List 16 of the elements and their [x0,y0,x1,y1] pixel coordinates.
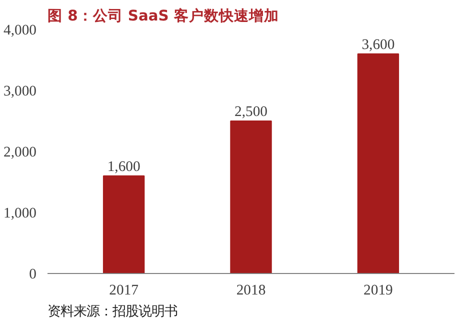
chart-title: 图 8：公司 SaaS 客户数快速增加 [48,6,279,24]
bar [102,175,145,274]
y-tick-label: 1,000 [4,206,37,222]
x-tick-label: 2019 [364,282,393,298]
data-label: 3,600 [362,36,395,53]
y-tick-label: 0 [29,266,36,282]
bar [357,53,400,274]
bar [230,120,272,274]
y-tick-label: 2,000 [4,144,37,160]
data-label: 1,600 [107,158,140,175]
data-label: 2,500 [234,104,268,120]
y-tick-label: 4,000 [4,22,37,38]
x-tick-label: 2018 [236,282,266,298]
x-tick-label: 2017 [109,282,138,298]
y-tick-label: 3,000 [4,84,37,100]
text: 资料来源：招股说明书 [48,304,178,320]
